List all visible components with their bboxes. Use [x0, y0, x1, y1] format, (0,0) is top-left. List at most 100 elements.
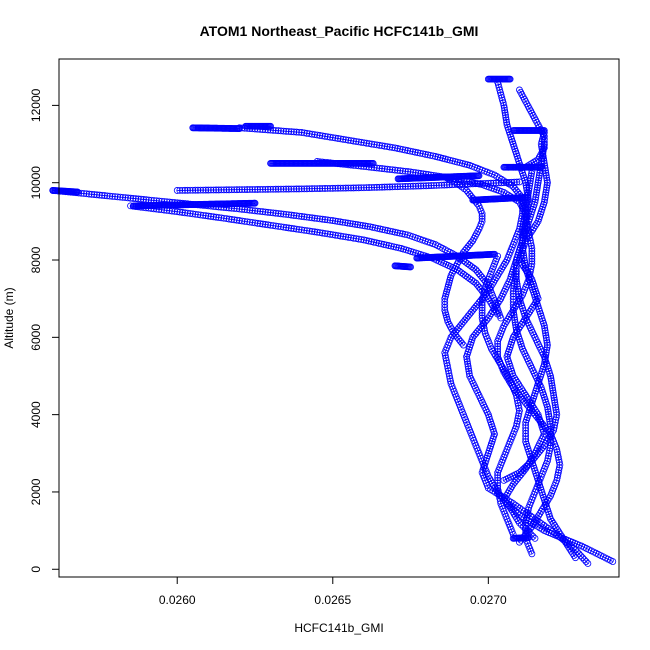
data-point — [511, 316, 519, 324]
data-point — [522, 210, 530, 218]
data-point — [478, 215, 486, 223]
data-point — [494, 310, 502, 318]
data-point — [551, 418, 559, 426]
data-point — [513, 178, 521, 186]
data-point — [391, 183, 399, 191]
data-point — [189, 210, 197, 218]
data-point — [316, 185, 324, 192]
data-point — [293, 225, 300, 233]
data-point — [220, 214, 228, 222]
data-point — [523, 514, 531, 522]
data-point — [399, 146, 406, 153]
data-point — [514, 399, 522, 407]
data-point — [465, 365, 472, 373]
data-point — [494, 484, 502, 492]
data-point — [368, 184, 376, 191]
data-point — [293, 185, 300, 193]
data-point — [580, 556, 588, 564]
data-point — [277, 210, 285, 218]
y-tick-label: 8000 — [29, 246, 43, 273]
data-point — [269, 209, 277, 217]
data-point — [555, 464, 563, 471]
data-point — [285, 128, 293, 135]
data-point — [511, 318, 519, 326]
data-point — [207, 213, 215, 220]
data-point — [228, 186, 236, 194]
data-point — [272, 222, 280, 230]
data-point — [293, 128, 300, 136]
data-point — [225, 215, 233, 223]
data-point — [342, 184, 350, 192]
data-point — [543, 184, 551, 191]
data-point — [204, 186, 212, 194]
data-point — [582, 558, 590, 565]
data-point — [191, 186, 199, 194]
data-point — [501, 106, 509, 114]
data-point — [453, 180, 461, 187]
data-point — [552, 403, 560, 411]
data-point — [555, 456, 563, 464]
data-point — [463, 355, 471, 363]
data-point — [476, 180, 483, 188]
data-point — [432, 153, 439, 160]
data-point — [246, 218, 254, 226]
data-point — [251, 199, 259, 207]
data-point — [300, 226, 308, 234]
data-point — [478, 212, 486, 220]
data-point — [329, 134, 337, 142]
data-point — [324, 133, 331, 141]
data-point — [111, 193, 119, 201]
data-point — [251, 207, 259, 215]
data-point — [285, 224, 293, 232]
data-point — [396, 145, 404, 153]
data-point — [548, 379, 556, 387]
data-point — [381, 226, 389, 234]
data-point — [497, 500, 505, 507]
data-point — [370, 238, 378, 246]
data-point — [547, 436, 554, 444]
data-point — [524, 224, 532, 232]
data-point — [321, 132, 329, 140]
data-point — [528, 260, 536, 268]
data-point — [456, 159, 464, 167]
data-point — [378, 183, 386, 191]
data-point — [445, 370, 453, 377]
data-point — [359, 222, 367, 229]
data-point — [503, 121, 511, 129]
data-point — [470, 179, 478, 187]
data-point — [204, 212, 212, 220]
data-point — [523, 511, 531, 519]
data-point — [556, 461, 564, 469]
data-point — [212, 186, 220, 194]
data-point — [277, 223, 285, 231]
data-point — [512, 273, 519, 280]
data-point — [412, 182, 420, 190]
data-point — [303, 213, 311, 221]
data-point — [243, 218, 251, 226]
y-axis: 0 2000 4000 6000 8000 10000 12000 — [29, 88, 60, 573]
level-leg — [394, 172, 483, 183]
data-point — [547, 377, 555, 385]
data-point — [522, 435, 530, 443]
data-point — [184, 209, 191, 217]
data-point — [295, 226, 303, 233]
data-point — [399, 183, 407, 190]
data-point — [308, 185, 316, 193]
data-point — [376, 141, 383, 149]
data-point — [442, 357, 450, 364]
data-point — [114, 193, 121, 201]
data-point — [381, 142, 389, 150]
data-point — [282, 127, 290, 135]
data-point — [541, 196, 549, 204]
data-point — [441, 351, 449, 359]
data-point — [264, 221, 272, 229]
data-point — [179, 209, 186, 216]
data-point — [468, 179, 476, 186]
data-point — [549, 389, 557, 397]
data-point — [443, 362, 451, 370]
data-point — [478, 304, 486, 312]
data-point — [466, 372, 474, 380]
data-point — [478, 301, 486, 309]
